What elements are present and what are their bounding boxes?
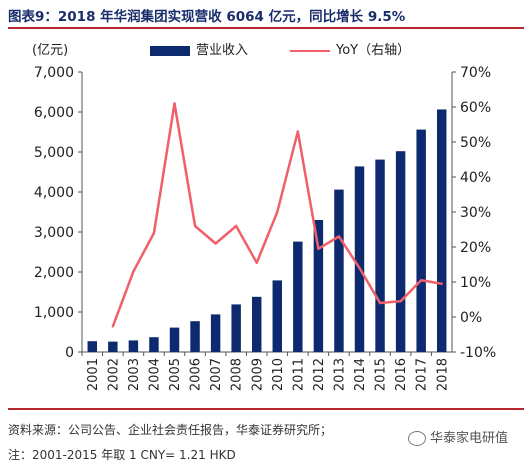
revenue-bar (416, 129, 426, 352)
yoy-point (399, 300, 402, 303)
yoy-point (276, 210, 279, 214)
yoy-point (173, 102, 176, 105)
x-tick-label: 2001 (86, 358, 101, 391)
right-tick-label: 20% (460, 240, 491, 256)
footer-rule (8, 408, 524, 410)
revenue-bar (190, 321, 200, 352)
revenue-bar (108, 341, 118, 352)
revenue-bar (395, 151, 406, 352)
left-tick-label: 3,000 (34, 225, 74, 241)
revenue-yoy-chart: 0 1,000 2,000 3,000 4,000 5,000 6,000 7,000 -10%… (34, 65, 496, 391)
watermark-label: 华泰家电研值 (430, 431, 509, 446)
x-tick-label: 2006 (189, 358, 204, 391)
legend-bar-swatch (150, 45, 190, 56)
x-tick-label: 2017 (415, 358, 430, 391)
yoy-point (132, 270, 135, 273)
revenue-bar (354, 166, 365, 352)
revenue-bar (231, 304, 241, 352)
left-tick-label: 6,000 (34, 105, 74, 121)
x-tick-label: 2018 (435, 358, 450, 391)
yoy-point (234, 224, 238, 228)
yoy-point (255, 261, 258, 264)
revenue-bar (375, 159, 385, 352)
legend-line-label: YoY（右轴） (336, 43, 411, 58)
revenue-bar (169, 327, 180, 352)
legend-line-swatch (290, 49, 330, 52)
x-tick-label: 2002 (106, 358, 121, 391)
x-tick-label: 2005 (168, 358, 183, 391)
legend-item-yoy: YoY（右轴） (290, 39, 410, 58)
source-note: 资料来源：公司公告、企业社会责任报告，华泰证券研究所； (8, 423, 333, 437)
right-tick-label: 50% (460, 135, 491, 151)
right-tick-label: 40% (460, 170, 491, 186)
revenue-bar (436, 109, 447, 352)
revenue-bar (251, 296, 262, 352)
x-tick-label: 2012 (312, 358, 327, 391)
footnote: 注：2001-2015 年取 1 CNY= 1.21 HKD (8, 448, 236, 462)
yoy-point (337, 235, 341, 238)
revenue-bar (313, 220, 324, 352)
left-tick-label: 7,000 (34, 65, 74, 81)
revenue-bar (334, 189, 344, 352)
x-tick-label: 2013 (332, 358, 347, 391)
revenue-bar (272, 280, 283, 352)
yoy-point (152, 231, 156, 235)
left-tick-label: 0 (65, 345, 74, 361)
watermark: 华泰家电研值 (408, 427, 508, 446)
revenue-bar (128, 340, 139, 352)
x-tick-label: 2007 (209, 358, 224, 391)
legend-item-revenue: 营业收入 (150, 39, 248, 58)
right-tick-label: 0% (460, 310, 482, 326)
left-tick-label: 5,000 (34, 145, 74, 161)
left-tick-label: 1,000 (34, 305, 74, 321)
figure-title: 图表9：2018 年华润集团实现营收 6064 亿元，同比增长 9.5% (8, 9, 406, 25)
x-tick-label: 2009 (250, 358, 265, 391)
yoy-point (214, 242, 217, 245)
right-tick-label: 60% (460, 100, 491, 116)
title-rule (8, 27, 524, 29)
revenue-bar (87, 341, 98, 352)
yoy-point (440, 282, 443, 285)
right-tick-label: 70% (460, 65, 491, 81)
left-axis-unit-label: (亿元) (32, 43, 69, 58)
right-tick-label: -10% (460, 345, 496, 361)
x-tick-label: 2015 (374, 358, 389, 391)
yoy-point (317, 247, 320, 250)
revenue-bar (210, 314, 221, 352)
yoy-point (296, 130, 300, 133)
x-tick-label: 2003 (127, 358, 142, 391)
revenue-bar (149, 337, 159, 352)
x-tick-label: 2011 (291, 358, 306, 391)
x-tick-label: 2004 (147, 358, 162, 391)
wechat-icon (408, 431, 426, 446)
x-tick-label: 2010 (271, 358, 286, 391)
yoy-point (378, 301, 382, 305)
x-tick-label: 2016 (394, 358, 409, 391)
left-tick-label: 4,000 (34, 185, 74, 201)
x-tick-label: 2008 (230, 358, 245, 391)
yoy-point (193, 224, 197, 228)
right-tick-label: 10% (460, 275, 491, 291)
yoy-point (419, 279, 423, 282)
revenue-bar (293, 241, 303, 352)
yoy-point (111, 325, 115, 328)
right-tick-label: 30% (460, 205, 491, 221)
legend-bar-label: 营业收入 (196, 43, 249, 58)
yoy-point (358, 266, 361, 270)
left-tick-label: 2,000 (34, 265, 74, 281)
x-tick-label: 2014 (353, 358, 368, 391)
